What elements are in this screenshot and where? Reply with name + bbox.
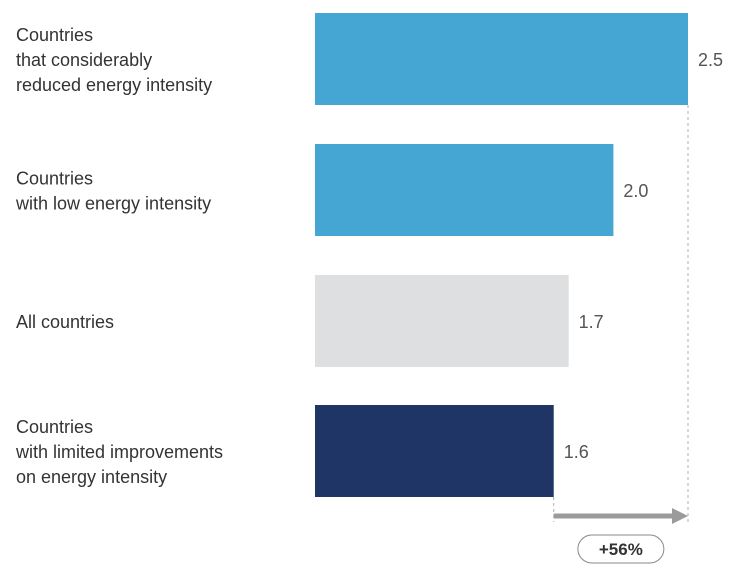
category-label-line: reduced energy intensity <box>16 75 212 95</box>
value-label-3: 1.6 <box>564 442 589 462</box>
value-label-2: 1.7 <box>579 312 604 332</box>
category-label-1: Countries with low energy intensity <box>15 169 211 214</box>
category-label-3: Countries with limited improvements on ene… <box>15 417 223 487</box>
category-label-line: that considerably <box>16 50 152 70</box>
category-label-line: Countries <box>16 169 93 189</box>
growth-badge <box>577 534 665 564</box>
bar-0 <box>315 13 688 105</box>
category-label-line: Countries <box>16 25 93 45</box>
category-label-2: All countries <box>16 312 114 332</box>
growth-arrow-head <box>672 508 688 524</box>
category-label-line: Countries <box>16 417 93 437</box>
category-label-line: on energy intensity <box>16 467 167 487</box>
bar-1 <box>315 144 614 236</box>
growth-badge-label: +56% <box>599 540 643 559</box>
category-label-line: All countries <box>16 312 114 332</box>
value-label-0: 2.5 <box>698 50 723 70</box>
category-label-line: with low energy intensity <box>15 194 211 214</box>
category-label-line: with limited improvements <box>15 442 223 462</box>
bar-2 <box>315 275 569 367</box>
bar-3 <box>315 405 554 497</box>
value-label-1: 2.0 <box>623 181 648 201</box>
category-label-0: Countries that considerably reduced energy… <box>16 25 212 95</box>
